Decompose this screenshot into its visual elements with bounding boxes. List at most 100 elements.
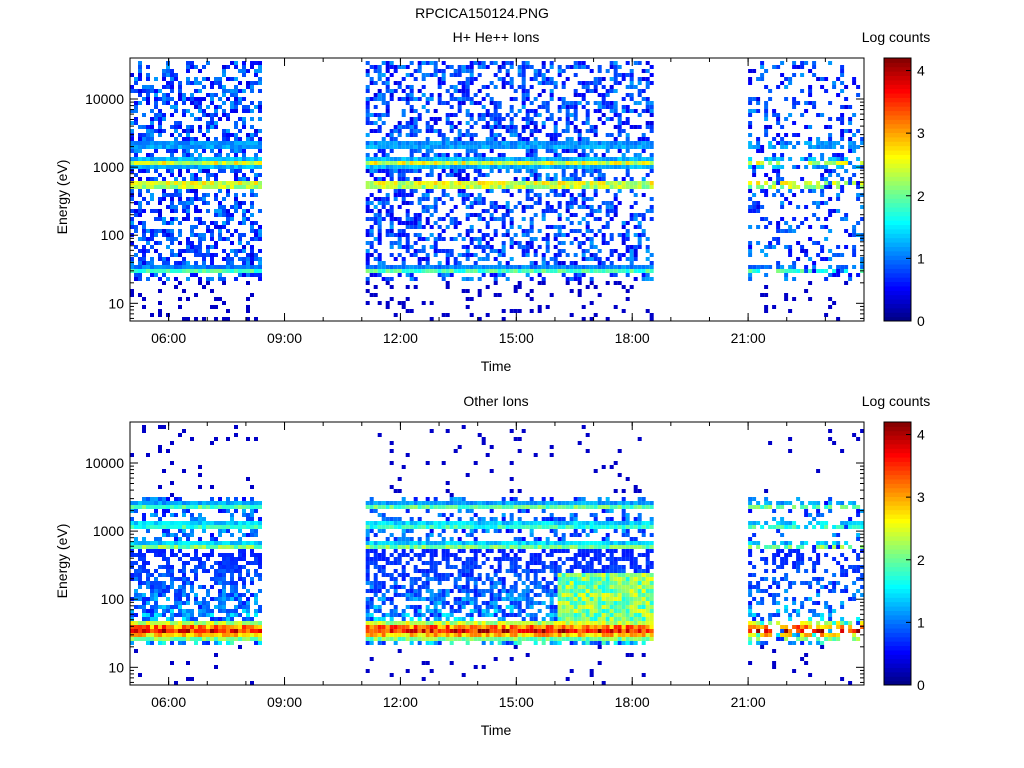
spectrogram-cell xyxy=(565,277,570,281)
spectrogram-cell xyxy=(397,269,402,273)
spectrogram-cell xyxy=(154,89,158,93)
spectrogram-cell xyxy=(776,113,781,117)
spectrogram-cell xyxy=(529,225,534,229)
spectrogram-cell xyxy=(493,273,498,277)
spectrogram-cell xyxy=(242,165,246,169)
spectrogram-cell xyxy=(166,565,170,569)
spectrogram-cell xyxy=(449,157,454,161)
spectrogram-cell xyxy=(170,181,174,185)
spectrogram-cell xyxy=(561,233,566,237)
spectrogram-cell xyxy=(385,269,390,273)
spectrogram-cell xyxy=(365,197,370,201)
spectrogram-cell xyxy=(238,257,242,261)
spectrogram-cell xyxy=(756,165,761,169)
spectrogram-cell xyxy=(465,133,470,137)
spectrogram-cell xyxy=(565,185,570,189)
spectrogram-cell xyxy=(601,161,606,165)
spectrogram-cell xyxy=(629,261,634,265)
spectrogram-cell xyxy=(549,257,554,261)
spectrogram-cell xyxy=(389,149,394,153)
spectrogram-cell xyxy=(242,221,246,225)
spectrogram-cell xyxy=(230,569,234,573)
spectrogram-cell xyxy=(162,589,166,593)
spectrogram-cell xyxy=(513,269,518,273)
spectrogram-cell xyxy=(601,157,606,161)
spectrogram-cell xyxy=(441,165,446,169)
spectrogram-cell xyxy=(641,277,646,281)
spectrogram-cell xyxy=(238,117,242,121)
spectrogram-cell xyxy=(401,145,406,149)
spectrogram-cell xyxy=(509,145,514,149)
spectrogram-cell xyxy=(844,169,849,173)
spectrogram-cell xyxy=(457,221,462,225)
spectrogram-cell xyxy=(649,125,654,129)
spectrogram-cell xyxy=(186,581,190,585)
spectrogram-cell xyxy=(509,105,514,109)
spectrogram-cell xyxy=(154,525,158,529)
spectrogram-cell xyxy=(158,581,162,585)
spectrogram-cell xyxy=(162,621,166,625)
spectrogram-cell xyxy=(234,505,238,509)
spectrogram-cell xyxy=(449,173,454,177)
spectrogram-cell xyxy=(230,205,234,209)
spectrogram-cell xyxy=(170,81,174,85)
spectrogram-cell xyxy=(557,205,562,209)
spectrogram-cell xyxy=(433,237,438,241)
spectrogram-cell xyxy=(445,101,450,105)
spectrogram-cell xyxy=(377,177,382,181)
spectrogram-cell xyxy=(573,173,578,177)
spectrogram-cell xyxy=(609,201,614,205)
spectrogram-cell xyxy=(405,249,410,253)
spectrogram-cell xyxy=(142,261,146,265)
spectrogram-cell xyxy=(130,501,134,505)
spectrogram-cell xyxy=(529,221,534,225)
spectrogram-cell xyxy=(182,561,186,565)
panel-title: Other Ions xyxy=(463,393,528,409)
spectrogram-cell xyxy=(597,209,602,213)
spectrogram-cell xyxy=(206,569,210,573)
spectrogram-cell xyxy=(246,157,250,161)
spectrogram-cell xyxy=(796,205,801,209)
spectrogram-cell xyxy=(377,545,382,549)
spectrogram-cell xyxy=(533,141,538,145)
spectrogram-cell xyxy=(226,77,230,81)
spectrogram-cell xyxy=(154,105,158,109)
spectrogram-cell xyxy=(250,245,254,249)
spectrogram-cell xyxy=(254,177,258,181)
spectrogram-cell xyxy=(138,73,142,77)
spectrogram-cell xyxy=(641,193,646,197)
spectrogram-cell xyxy=(561,145,566,149)
spectrogram-cell xyxy=(561,141,566,145)
spectrogram-cell xyxy=(166,73,170,77)
spectrogram-cell xyxy=(573,177,578,181)
spectrogram-cell xyxy=(764,117,769,121)
spectrogram-cell xyxy=(226,509,230,513)
spectrogram-cell xyxy=(190,265,194,269)
spectrogram-cell xyxy=(533,69,538,73)
spectrogram-cell xyxy=(633,101,638,105)
spectrogram-cell xyxy=(517,309,522,313)
spectrogram-cell xyxy=(441,169,446,173)
spectrogram-cell xyxy=(609,237,614,241)
spectrogram-cell xyxy=(186,621,190,625)
spectrogram-cell xyxy=(170,641,174,645)
spectrogram-cell xyxy=(186,297,190,301)
spectrogram-cell xyxy=(202,541,206,545)
spectrogram-cell xyxy=(593,157,598,161)
spectrogram-cell xyxy=(497,153,502,157)
spectrogram-cell xyxy=(485,85,490,89)
spectrogram-cell xyxy=(485,121,490,125)
spectrogram-cell xyxy=(174,105,178,109)
colorbar-segment xyxy=(884,228,911,234)
spectrogram-cell xyxy=(441,201,446,205)
spectrogram-cell xyxy=(381,93,386,97)
spectrogram-cell xyxy=(365,253,370,257)
spectrogram-cell xyxy=(230,501,234,505)
spectrogram-cell xyxy=(613,273,618,277)
spectrogram-cell xyxy=(214,161,218,165)
spectrogram-cell xyxy=(605,105,610,109)
spectrogram-cell xyxy=(134,225,138,229)
spectrogram-cell xyxy=(234,61,238,65)
spectrogram-cell xyxy=(485,141,490,145)
spectrogram-cell xyxy=(154,93,158,97)
